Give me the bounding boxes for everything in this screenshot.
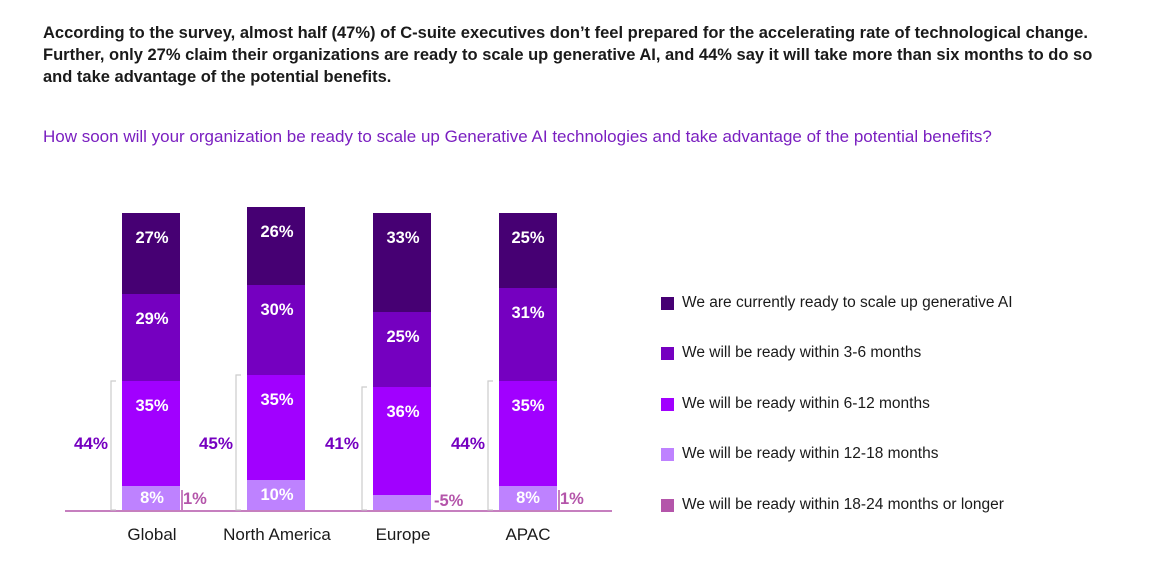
intro-text: According to the survey, almost half (47… <box>43 24 1093 86</box>
data-label: 31% <box>511 304 544 322</box>
data-label: 29% <box>135 310 168 328</box>
legend-item: We are currently ready to scale up gener… <box>661 293 1013 313</box>
data-label: 30% <box>260 301 293 319</box>
legend-label: We are currently ready to scale up gener… <box>682 294 1013 311</box>
data-label-outside: 1% <box>560 490 584 508</box>
legend-item: We will be ready within 12-18 months <box>661 444 938 464</box>
data-label: 10% <box>260 486 293 504</box>
data-label: 25% <box>386 328 419 346</box>
category-label: Global <box>127 525 176 544</box>
bar-segment-europe-s2 <box>373 387 431 495</box>
bar-segment-apac-s2 <box>499 381 557 486</box>
bar-segment-europe-s3 <box>373 495 431 510</box>
legend-item: We will be ready within 6-12 months <box>661 394 930 414</box>
category-label: APAC <box>505 525 550 544</box>
legend-label: We will be ready within 6-12 months <box>682 395 930 412</box>
bar-segment-europe-s1 <box>373 312 431 387</box>
legend-label: We will be ready within 3-6 months <box>682 344 922 361</box>
bar-segment-north-america-s0 <box>247 207 305 285</box>
bar-segment-north-america-s1 <box>247 285 305 375</box>
data-label: 8% <box>516 489 540 507</box>
bar-segment-europe-s0 <box>373 213 431 312</box>
data-label: 33% <box>386 229 419 247</box>
legend-swatch <box>661 296 674 310</box>
legend-item: We will be ready within 18-24 months or … <box>661 495 1004 515</box>
data-label: 8% <box>140 489 164 507</box>
bracket-label: 44% <box>74 434 108 453</box>
legend-swatch <box>661 346 674 360</box>
bar-segment-apac-s1 <box>499 288 557 381</box>
bracket <box>110 380 116 511</box>
bar-segment-north-america-s3 <box>247 480 305 510</box>
legend-label: We will be ready within 18-24 months or … <box>682 496 1004 513</box>
data-label: 35% <box>511 397 544 415</box>
bar-segment-apac-s3 <box>499 486 557 510</box>
legend-label: We will be ready within 12-18 months <box>682 445 939 462</box>
bracket-label: 41% <box>325 434 359 453</box>
bar-segment-apac-s0 <box>499 213 557 288</box>
data-label: 35% <box>135 397 168 415</box>
bracket-label: 45% <box>199 434 233 453</box>
bracket <box>235 374 241 511</box>
category-label: Europe <box>376 525 431 544</box>
bar-segment-global-s2 <box>122 381 180 486</box>
legend-swatch <box>661 498 674 512</box>
data-label: 25% <box>511 229 544 247</box>
bracket <box>361 386 367 511</box>
legend-item: We will be ready within 3-6 months <box>661 343 921 363</box>
legend-swatch <box>661 447 674 461</box>
bar-segment-north-america-s2 <box>247 375 305 480</box>
chart-question: How soon will your organization be ready… <box>43 127 992 146</box>
data-label: 36% <box>386 403 419 421</box>
data-label-outside: -5% <box>434 492 464 510</box>
data-label: 27% <box>135 229 168 247</box>
bracket-label: 44% <box>451 434 485 453</box>
category-label: North America <box>223 525 331 544</box>
data-label: 26% <box>260 223 293 241</box>
data-label-outside: 1% <box>183 490 207 508</box>
bar-segment-global-s1 <box>122 294 180 381</box>
data-label: 35% <box>260 391 293 409</box>
bracket <box>487 380 493 511</box>
bar-segment-global-s0 <box>122 213 180 294</box>
legend-swatch <box>661 397 674 411</box>
bar-segment-global-s3 <box>122 486 180 510</box>
